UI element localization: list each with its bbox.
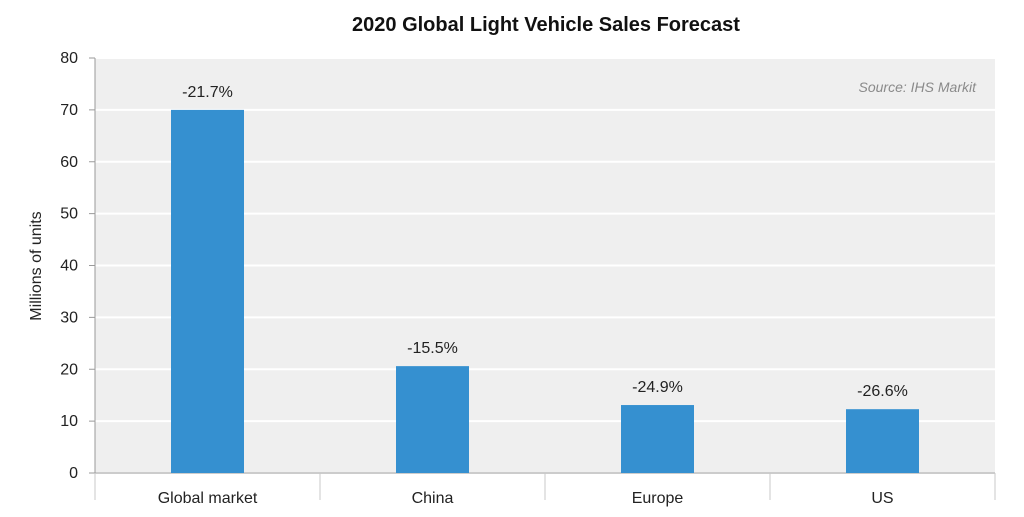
bar [621,405,694,473]
data-label: -15.5% [407,340,458,357]
bar [396,366,469,473]
bar [171,109,244,473]
y-tick-label: 30 [60,309,78,326]
y-tick-label: 10 [60,413,78,430]
data-label: -24.9% [632,379,683,396]
bar [846,409,919,473]
data-label: -21.7% [182,84,233,101]
y-axis-label: Millions of units [28,211,45,320]
y-tick-label: 0 [69,465,78,482]
y-tick-label: 70 [60,102,78,119]
x-category-label: US [871,490,893,507]
x-category-label: Europe [632,490,684,507]
source-note: Source: IHS Markit [859,79,978,95]
data-label: -26.6% [857,383,908,400]
x-category-label: China [412,490,454,507]
y-tick-label: 40 [60,258,78,275]
y-tick-label: 80 [60,50,78,67]
y-tick-label: 20 [60,361,78,378]
y-tick-label: 60 [60,154,78,171]
plot-area: 0 10 20 30 40 50 60 70 80 -21.7% Global market -15.… [60,50,996,507]
x-category-label: Global market [158,490,258,507]
y-tick-label: 50 [60,206,78,223]
chart-title: 2020 Global Light Vehicle Sales Forecast [352,14,740,36]
